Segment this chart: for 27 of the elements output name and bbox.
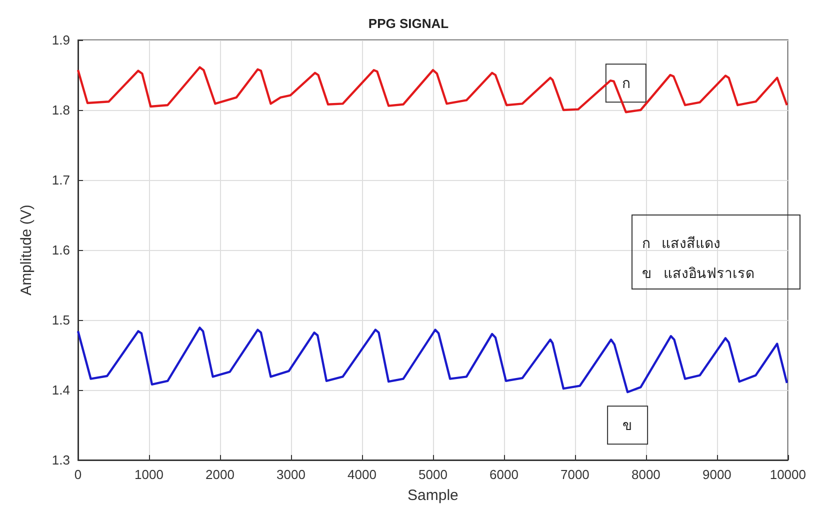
chart-title: PPG SIGNAL — [368, 16, 449, 31]
x-tick-label: 1000 — [134, 467, 164, 482]
line-series — [76, 66, 788, 114]
y-tick-label: 1.8 — [52, 102, 70, 118]
x-axis-title: Sample — [408, 487, 458, 504]
x-tick-label: 7000 — [560, 467, 590, 482]
x-tick-label: 6000 — [489, 467, 518, 482]
y-tick-label: 1.3 — [52, 452, 70, 468]
y-tick-label: 1.6 — [52, 242, 70, 258]
annotation: ก แสงสีแดง — [642, 235, 721, 251]
x-tick-label: 0 — [74, 467, 82, 482]
x-tick-label: 8000 — [631, 467, 660, 482]
series-label: ข — [622, 417, 633, 434]
y-axis-title: Amplitude (V) — [18, 204, 35, 296]
x-tick-label: 9000 — [702, 467, 732, 482]
x-tick-label: 10000 — [770, 467, 806, 482]
y-tick-label: 1.9 — [52, 32, 70, 48]
y-tick-label: 1.5 — [52, 312, 70, 328]
y-tick-label: 1.4 — [52, 382, 70, 398]
annotation: ข แสงอินฟราเรด — [642, 265, 755, 281]
x-tick-label: 4000 — [348, 467, 376, 482]
x-tick-label: 3000 — [276, 467, 306, 482]
series-label: ก — [622, 75, 630, 92]
x-tick-label: 2000 — [206, 467, 234, 482]
line-series — [76, 326, 788, 394]
y-tick-label: 1.7 — [52, 172, 70, 188]
x-tick-label: 5000 — [418, 467, 448, 482]
